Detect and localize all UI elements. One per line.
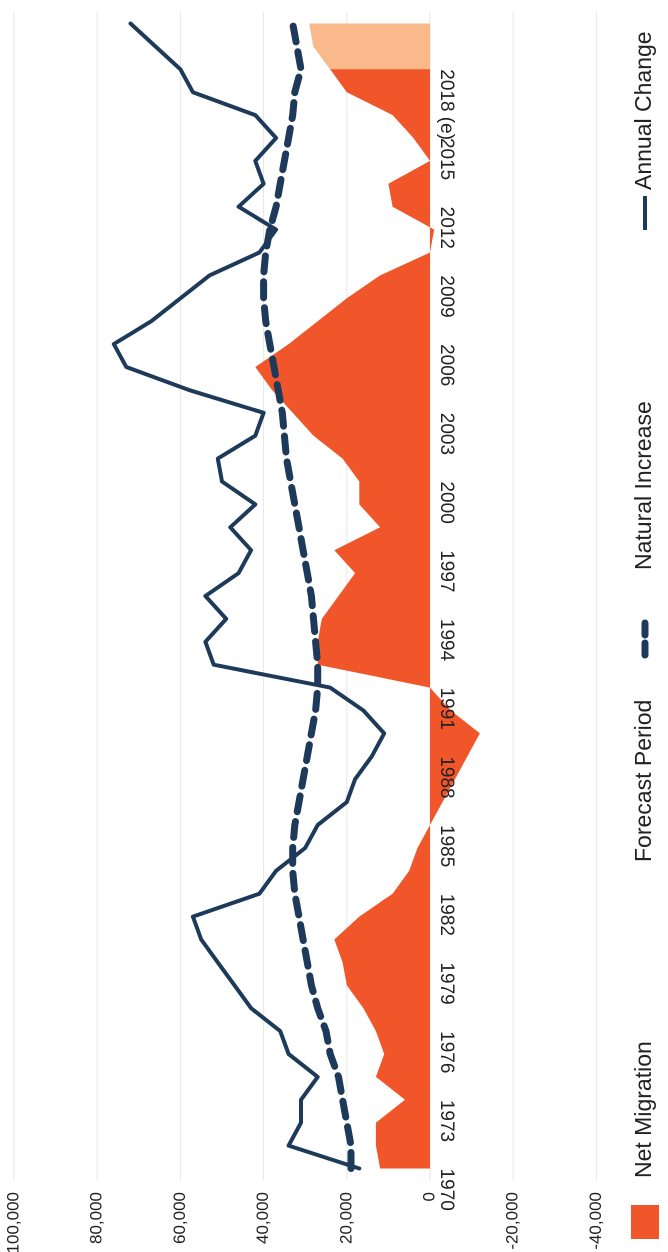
y-axis-ticks: 100,000 80,000 60,000 40,000 20,000 0 -20,000 -… <box>3 1192 604 1252</box>
x-tick-label: 1976 <box>436 1031 457 1073</box>
x-tick-label: 1982 <box>436 894 457 936</box>
x-tick-label: 2003 <box>436 413 457 455</box>
y-tick-label: -40,000 <box>586 1192 605 1250</box>
legend-swatch-net-migration <box>631 1205 659 1239</box>
x-tick-label: 1985 <box>436 825 457 867</box>
y-tick-label: 20,000 <box>336 1192 355 1244</box>
y-tick-label: 100,000 <box>3 1192 22 1252</box>
x-tick-label: 1991 <box>436 688 457 730</box>
x-tick-label: 1970 <box>436 1169 457 1211</box>
forecast-period-area-shape <box>309 23 430 70</box>
x-tick-label: 1973 <box>436 1100 457 1142</box>
y-tick-label: -20,000 <box>503 1192 522 1250</box>
x-tick-label: 1988 <box>436 756 457 798</box>
natural-increase-line <box>260 20 355 1172</box>
net-migration-area-shape <box>255 23 480 1169</box>
x-tick-label: 1979 <box>436 962 457 1004</box>
y-tick-label: 40,000 <box>253 1192 272 1244</box>
legend-item-forecast-period: Forecast Period <box>630 700 656 862</box>
legend-item-natural-increase: Natural Increase <box>630 401 656 659</box>
legend-label-net-migration: Net Migration <box>630 1041 656 1178</box>
forecast-period-area <box>309 23 430 70</box>
y-tick-label: 60,000 <box>170 1192 189 1244</box>
x-tick-label: 2000 <box>436 481 457 523</box>
x-tick-label: 2018 (e) <box>436 69 457 140</box>
x-tick-label: 2015 <box>436 138 457 180</box>
y-tick-label: 80,000 <box>87 1192 106 1244</box>
legend-item-net-migration: Net Migration <box>630 1041 659 1239</box>
legend-label-natural-increase: Natural Increase <box>630 401 656 570</box>
x-tick-label: 1997 <box>436 550 457 592</box>
x-tick-label: 2006 <box>436 344 457 386</box>
y-tick-label: 0 <box>419 1192 438 1201</box>
x-tick-label: 1994 <box>436 619 457 662</box>
legend: Net Migration Forecast Period Natural In… <box>630 31 659 1239</box>
series-lines <box>111 20 387 1172</box>
net-migration-area <box>255 23 480 1169</box>
annual-change-line <box>111 21 387 1171</box>
grid-lines <box>13 12 597 1180</box>
legend-item-annual-change: Annual Change <box>630 31 656 230</box>
legend-label-annual-change: Annual Change <box>630 31 656 190</box>
x-axis-ticks: 1970 1973 1976 1979 1982 1985 1988 1991 1994 1997… <box>436 69 457 1211</box>
x-tick-label: 2009 <box>436 275 457 317</box>
legend-label-forecast-period: Forecast Period <box>630 700 656 862</box>
x-tick-label: 2012 <box>436 207 457 249</box>
